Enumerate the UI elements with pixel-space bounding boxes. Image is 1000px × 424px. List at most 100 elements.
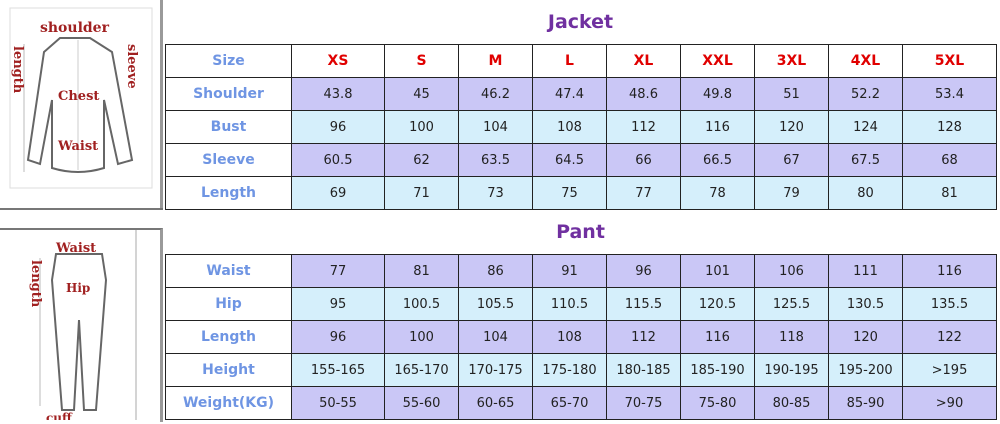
value-cell: 120 bbox=[828, 320, 903, 354]
value-cell: 50-55 bbox=[291, 386, 385, 420]
value-cell: 73 bbox=[458, 176, 533, 210]
value-cell: 81 bbox=[384, 254, 459, 288]
value-cell: 175-180 bbox=[532, 353, 607, 387]
value-cell: 105.5 bbox=[458, 287, 533, 321]
value-cell: 120.5 bbox=[680, 287, 755, 321]
size-header-l: L bbox=[532, 44, 607, 78]
value-cell: 108 bbox=[532, 320, 607, 354]
sleeve-label: sleeve bbox=[124, 44, 139, 89]
value-cell: 96 bbox=[291, 110, 385, 144]
value-cell: 80 bbox=[828, 176, 903, 210]
value-cell: 81 bbox=[902, 176, 997, 210]
value-cell: 120 bbox=[754, 110, 829, 144]
size-header-row: Size XS S M L XL XXL 3XL 4XL 5XL bbox=[165, 44, 997, 78]
size-header-3xl: 3XL bbox=[754, 44, 829, 78]
value-cell: 112 bbox=[606, 320, 681, 354]
row-label: Bust bbox=[165, 110, 292, 144]
value-cell: 112 bbox=[606, 110, 681, 144]
value-cell: 115.5 bbox=[606, 287, 681, 321]
value-cell: 125.5 bbox=[754, 287, 829, 321]
value-cell: 100 bbox=[384, 320, 459, 354]
row-label: Waist bbox=[165, 254, 292, 288]
value-cell: 79 bbox=[754, 176, 829, 210]
row-label: Length bbox=[165, 320, 292, 354]
value-cell: 80-85 bbox=[754, 386, 829, 420]
table-row: Bust 96 100 104 108 112 116 120 124 128 bbox=[165, 110, 997, 144]
row-label: Weight(KG) bbox=[165, 386, 292, 420]
row-label: Height bbox=[165, 353, 292, 387]
value-cell: 165-170 bbox=[384, 353, 459, 387]
row-label: Sleeve bbox=[165, 143, 292, 177]
row-label: Hip bbox=[165, 287, 292, 321]
cuff-label: cuff bbox=[46, 411, 73, 420]
row-label: Shoulder bbox=[165, 77, 292, 111]
value-cell: 55-60 bbox=[384, 386, 459, 420]
value-cell: 65-70 bbox=[532, 386, 607, 420]
value-cell: 100.5 bbox=[384, 287, 459, 321]
value-cell: 60.5 bbox=[291, 143, 385, 177]
value-cell: 104 bbox=[458, 110, 533, 144]
value-cell: 60-65 bbox=[458, 386, 533, 420]
value-cell: 78 bbox=[680, 176, 755, 210]
size-header-xl: XL bbox=[606, 44, 681, 78]
value-cell: 96 bbox=[606, 254, 681, 288]
size-header-4xl: 4XL bbox=[828, 44, 903, 78]
value-cell: 68 bbox=[902, 143, 997, 177]
table-row: Sleeve 60.5 62 63.5 64.5 66 66.5 67 67.5 68 bbox=[165, 143, 997, 177]
value-cell: 48.6 bbox=[606, 77, 681, 111]
jacket-title: Jacket bbox=[547, 11, 614, 33]
value-cell: 75 bbox=[532, 176, 607, 210]
pant-size-table: Waist 77 81 86 91 96 101 106 111 116 Hip 95 100.5 105… bbox=[165, 254, 997, 420]
value-cell: 49.8 bbox=[680, 77, 755, 111]
value-cell: 77 bbox=[606, 176, 681, 210]
size-header-m: M bbox=[458, 44, 533, 78]
value-cell: 155-165 bbox=[291, 353, 385, 387]
value-cell: 180-185 bbox=[606, 353, 681, 387]
size-header-5xl: 5XL bbox=[902, 44, 997, 78]
value-cell: 67.5 bbox=[828, 143, 903, 177]
value-cell: 95 bbox=[291, 287, 385, 321]
value-cell: >90 bbox=[902, 386, 997, 420]
value-cell: 185-190 bbox=[680, 353, 755, 387]
value-cell: 135.5 bbox=[902, 287, 997, 321]
value-cell: 190-195 bbox=[754, 353, 829, 387]
value-cell: 111 bbox=[828, 254, 903, 288]
value-cell: 45 bbox=[384, 77, 459, 111]
value-cell: 130.5 bbox=[828, 287, 903, 321]
value-cell: 118 bbox=[754, 320, 829, 354]
pant-measurement-illustration: Waist length Hip cuff bbox=[0, 228, 163, 424]
value-cell: 96 bbox=[291, 320, 385, 354]
value-cell: 116 bbox=[680, 110, 755, 144]
row-label: Length bbox=[165, 176, 292, 210]
value-cell: 100 bbox=[384, 110, 459, 144]
value-cell: 104 bbox=[458, 320, 533, 354]
value-cell: 43.8 bbox=[291, 77, 385, 111]
chest-label: Chest bbox=[58, 89, 99, 104]
value-cell: 46.2 bbox=[458, 77, 533, 111]
value-cell: 64.5 bbox=[532, 143, 607, 177]
value-cell: 116 bbox=[680, 320, 755, 354]
value-cell: 62 bbox=[384, 143, 459, 177]
value-cell: 170-175 bbox=[458, 353, 533, 387]
pant-section: Pant Waist 77 81 86 91 96 101 106 111 116 Hip 95 100… bbox=[165, 210, 997, 420]
divider bbox=[0, 208, 163, 230]
value-cell: 70-75 bbox=[606, 386, 681, 420]
size-header-xxl: XXL bbox=[680, 44, 755, 78]
size-header-xs: XS bbox=[291, 44, 385, 78]
pant-length-label: length bbox=[28, 260, 43, 308]
table-row: Weight(KG) 50-55 55-60 60-65 65-70 70-75 75-80… bbox=[165, 386, 997, 420]
shoulder-label: shoulder bbox=[40, 20, 110, 36]
size-header-s: S bbox=[384, 44, 459, 78]
value-cell: 47.4 bbox=[532, 77, 607, 111]
hip-label: Hip bbox=[66, 281, 90, 295]
value-cell: 69 bbox=[291, 176, 385, 210]
value-cell: 85-90 bbox=[828, 386, 903, 420]
value-cell: 91 bbox=[532, 254, 607, 288]
table-row: Length 96 100 104 108 112 116 118 120 122 bbox=[165, 320, 997, 354]
jacket-section: Jacket Size XS S M L XL XXL 3XL 4XL 5XL Shoulder 43… bbox=[165, 0, 997, 210]
value-cell: 63.5 bbox=[458, 143, 533, 177]
table-row: Height 155-165 165-170 170-175 175-180 180-18… bbox=[165, 353, 997, 387]
value-cell: 128 bbox=[902, 110, 997, 144]
value-cell: >195 bbox=[902, 353, 997, 387]
jacket-size-table: Size XS S M L XL XXL 3XL 4XL 5XL Shoulder 43.8 45 46.… bbox=[165, 44, 997, 210]
